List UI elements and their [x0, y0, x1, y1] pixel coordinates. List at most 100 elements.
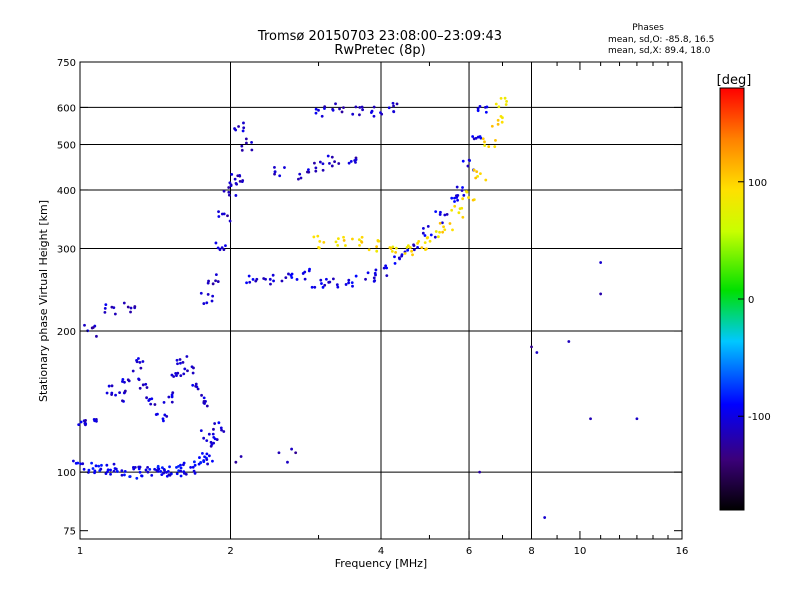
data-point: [360, 240, 364, 244]
data-point: [453, 204, 457, 208]
data-point: [165, 415, 169, 418]
data-point: [284, 276, 288, 280]
data-point: [320, 282, 323, 285]
data-point: [360, 235, 364, 239]
data-point: [443, 228, 447, 232]
data-point: [216, 280, 220, 283]
data-point: [484, 110, 488, 114]
data-point: [331, 108, 335, 112]
data-point: [211, 282, 215, 286]
data-point: [161, 417, 165, 421]
data-point: [330, 155, 334, 159]
data-point: [428, 239, 432, 243]
data-point: [207, 279, 210, 283]
data-point: [395, 102, 399, 106]
data-point: [313, 161, 316, 165]
y-tick-label: 600: [57, 103, 76, 114]
data-point: [394, 246, 398, 250]
data-point: [410, 249, 414, 253]
data-point: [224, 244, 227, 248]
data-point: [199, 429, 203, 433]
data-point: [183, 367, 187, 371]
data-point: [347, 281, 351, 285]
colorbar-tick-label: 0: [748, 295, 754, 306]
data-point: [145, 386, 149, 389]
data-point: [196, 387, 200, 391]
data-point: [193, 463, 197, 467]
data-point: [350, 281, 354, 285]
data-point: [167, 395, 171, 399]
data-point: [112, 469, 116, 473]
data-point: [175, 358, 179, 362]
data-point: [307, 170, 311, 174]
data-point: [464, 190, 468, 193]
data-point: [389, 247, 393, 250]
data-point: [436, 235, 440, 239]
data-point: [81, 462, 85, 466]
data-point: [334, 102, 337, 106]
data-point: [372, 276, 376, 280]
data-point: [170, 395, 174, 399]
data-point: [241, 129, 245, 133]
data-point: [280, 279, 284, 283]
data-point: [320, 114, 324, 118]
data-point: [330, 164, 334, 168]
data-point: [156, 464, 160, 468]
data-point: [192, 366, 195, 370]
data-point: [94, 464, 98, 468]
data-point: [497, 105, 501, 109]
data-point: [138, 470, 142, 474]
data-point: [71, 459, 75, 463]
data-point: [382, 266, 386, 270]
data-point: [307, 269, 311, 273]
data-point: [179, 361, 182, 365]
data-point: [493, 145, 497, 149]
data-point: [372, 114, 376, 118]
data-point: [303, 277, 307, 281]
x-axis-label: Frequency [MHz]: [335, 557, 427, 570]
data-point: [245, 141, 248, 145]
data-point: [103, 306, 107, 310]
data-point: [216, 246, 220, 250]
data-point: [375, 249, 379, 253]
x-tick-label: 6: [466, 546, 472, 557]
data-point: [135, 360, 139, 364]
data-point: [242, 126, 246, 130]
data-point: [344, 244, 347, 247]
data-point: [421, 231, 425, 235]
data-point: [128, 475, 132, 479]
data-point: [530, 345, 533, 349]
data-point: [248, 280, 252, 284]
data-point: [153, 403, 157, 406]
data-point: [76, 461, 80, 465]
data-point: [251, 278, 255, 281]
data-point: [501, 116, 504, 120]
data-point: [340, 110, 344, 114]
data-point: [351, 237, 354, 241]
data-point: [92, 418, 96, 421]
data-point: [364, 277, 367, 281]
data-point: [434, 210, 438, 213]
data-point: [153, 467, 157, 471]
data-point: [254, 279, 258, 283]
data-point: [138, 465, 142, 469]
data-point: [197, 462, 201, 466]
x-tick-label: 8: [528, 546, 534, 557]
data-point: [219, 426, 223, 430]
data-point: [406, 248, 410, 252]
data-point: [319, 278, 323, 282]
data-point: [387, 106, 391, 110]
data-point: [273, 165, 276, 169]
data-point: [392, 110, 396, 114]
data-point: [211, 459, 214, 463]
data-point: [234, 128, 238, 132]
data-point: [179, 469, 183, 473]
y-tick-label: 75: [63, 527, 76, 538]
data-point: [110, 305, 114, 309]
axis-ticks: 1 2 4 6 8 10 16 75 100 200 300 400 500 600 750: [57, 58, 688, 557]
data-point: [227, 193, 231, 197]
data-point: [131, 369, 135, 373]
data-point: [374, 273, 377, 277]
data-point: [220, 246, 224, 250]
data-point: [505, 100, 508, 103]
